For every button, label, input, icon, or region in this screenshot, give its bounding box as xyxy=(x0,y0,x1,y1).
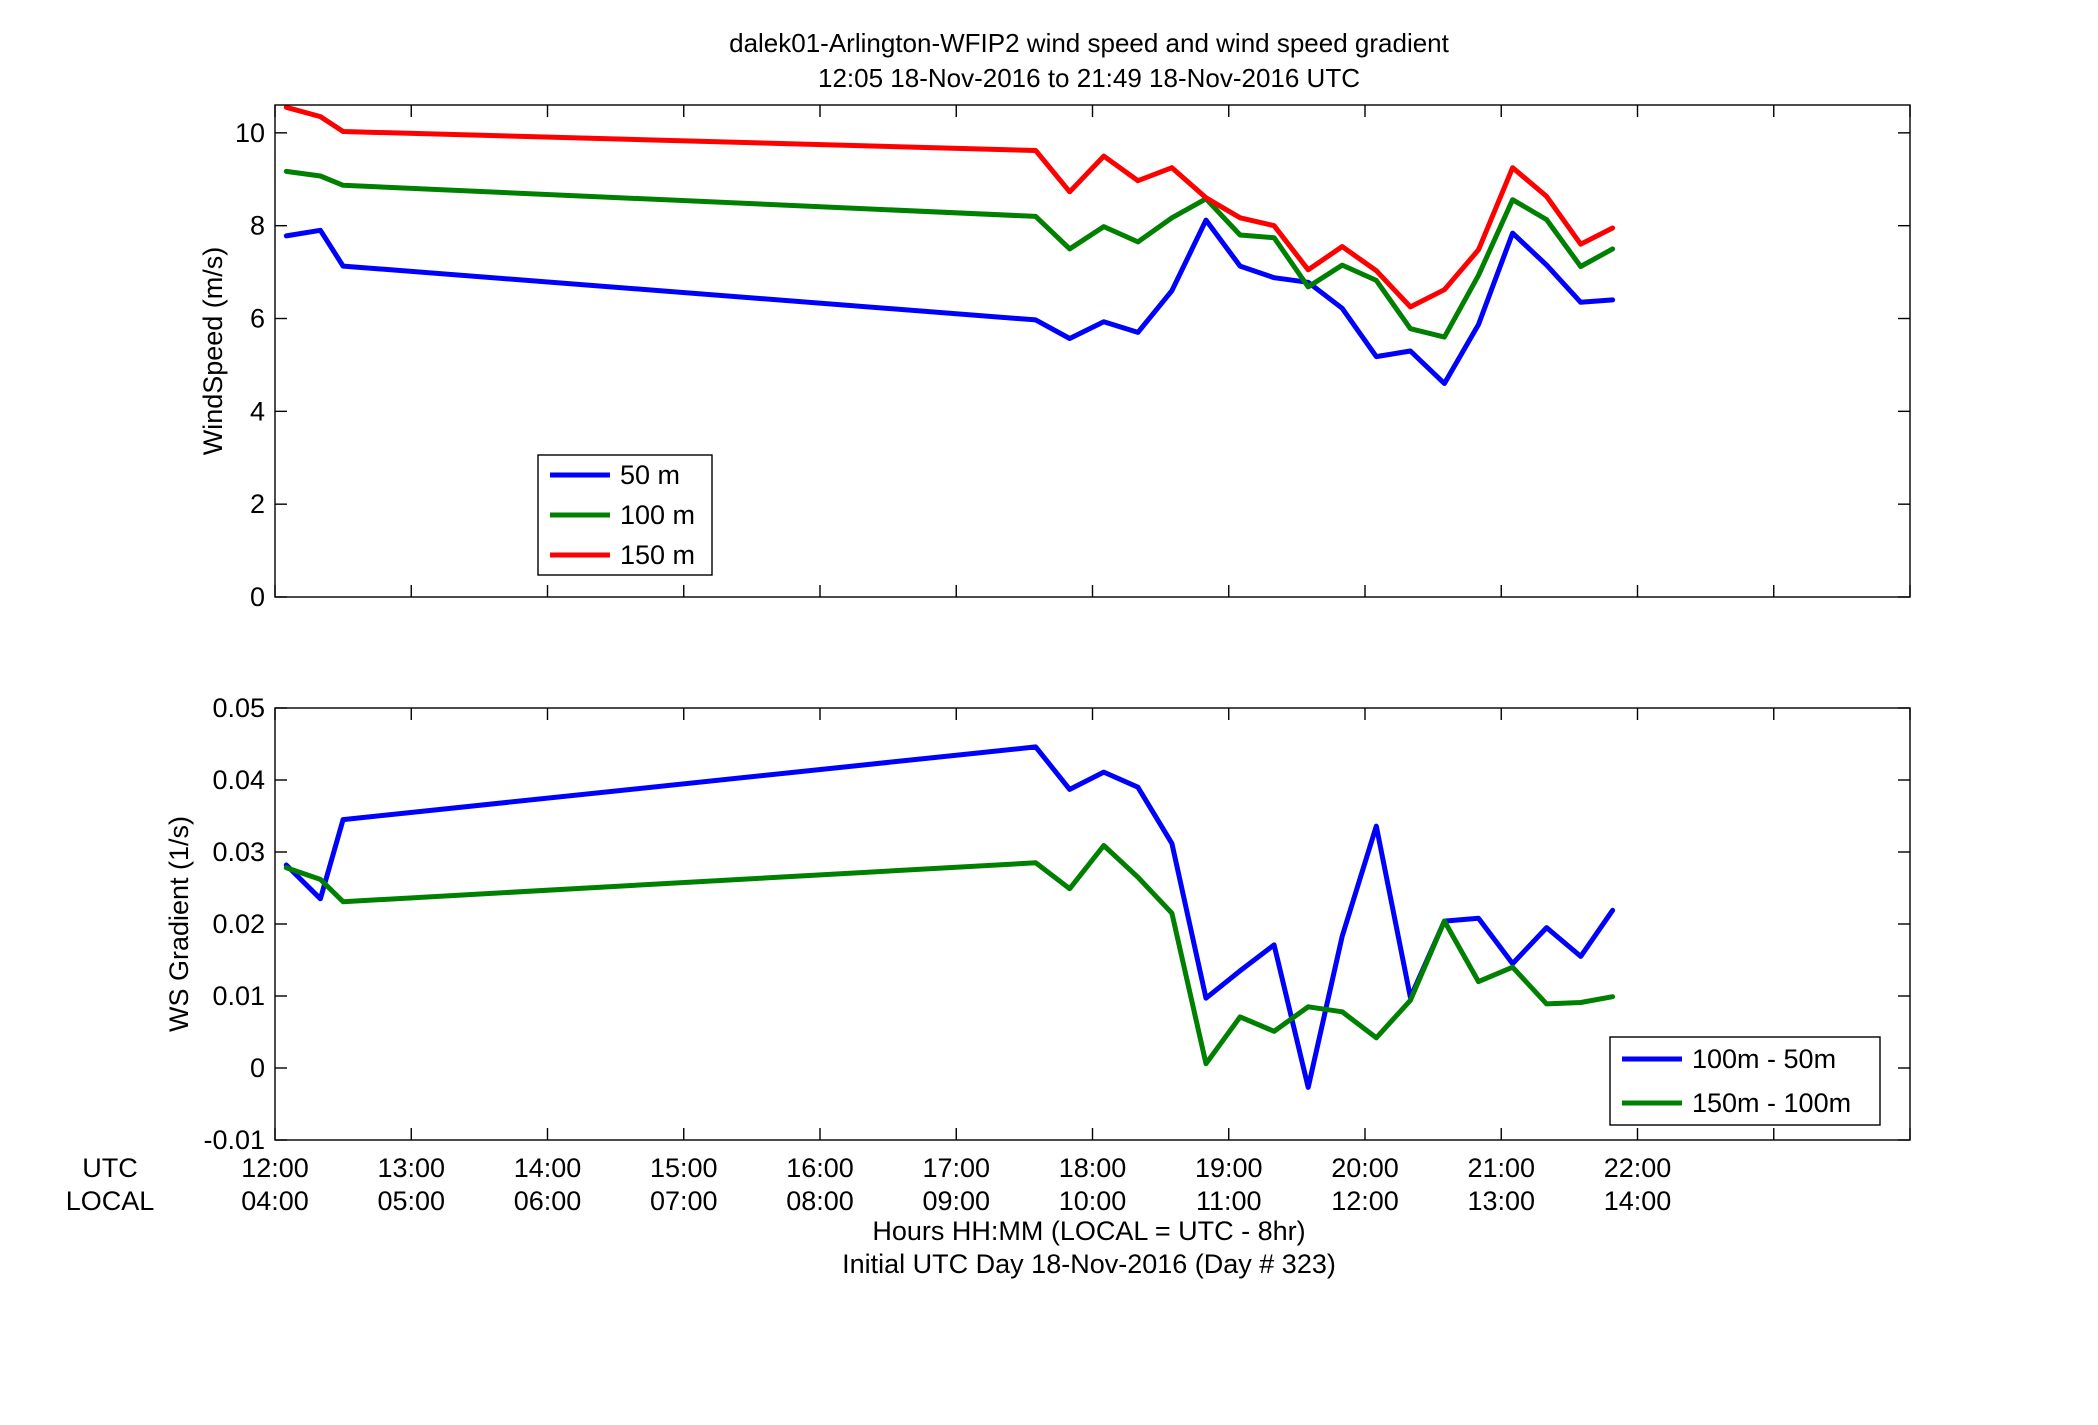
utc-tick-label: 15:00 xyxy=(650,1153,718,1183)
local-tick-label: 10:00 xyxy=(1059,1186,1127,1216)
utc-tick-label: 13:00 xyxy=(377,1153,445,1183)
gradient-legend: 100m - 50m 150m - 100m xyxy=(1609,1036,1881,1126)
windspeed-panel: 0 2 4 6 8 10 WindSpeed (m/s) 50 m 100 m 150 m xyxy=(198,104,1911,612)
x-axis-label: Hours HH:MM (LOCAL = UTC - 8hr) xyxy=(872,1216,1305,1246)
local-tick-label: 08:00 xyxy=(786,1186,854,1216)
utc-tick-label: 19:00 xyxy=(1195,1153,1263,1183)
gradient-series-line-1 xyxy=(283,744,1616,1090)
windspeed-ticks: 0 2 4 6 8 10 xyxy=(235,105,1911,612)
windspeed-series-line-2 xyxy=(283,168,1616,340)
utc-tick-label: 12:00 xyxy=(241,1153,309,1183)
windspeed-ytick-label: 4 xyxy=(250,396,265,426)
utc-tick-label: 20:00 xyxy=(1331,1153,1399,1183)
gradient-ticks: -0.01 0 0.01 0.02 0.03 0.04 0.05 xyxy=(203,693,1911,1155)
gradient-ylabel: WS Gradient (1/s) xyxy=(164,816,194,1032)
windspeed-ylabel: WindSpeed (m/s) xyxy=(198,247,228,456)
local-tick-label: 13:00 xyxy=(1467,1186,1535,1216)
windspeed-series-line-3 xyxy=(283,104,1616,310)
utc-tick-label: 14:00 xyxy=(514,1153,582,1183)
local-tick-label: 11:00 xyxy=(1196,1186,1262,1216)
local-tick-label: 06:00 xyxy=(514,1186,582,1216)
local-tick-label: 04:00 xyxy=(241,1186,309,1216)
windspeed-legend-label: 50 m xyxy=(620,460,680,490)
gradient-ytick-label: -0.01 xyxy=(203,1125,265,1155)
windspeed-legend-label: 150 m xyxy=(620,540,695,570)
windspeed-ytick-label: 8 xyxy=(250,211,265,241)
figure-title: dalek01-Arlington-WFIP2 wind speed and w… xyxy=(729,28,1450,58)
utc-tick-label: 18:00 xyxy=(1059,1153,1127,1183)
local-tick-label: 14:00 xyxy=(1604,1186,1672,1216)
gradient-legend-label: 100m - 50m xyxy=(1692,1044,1836,1074)
x-tick-labels: 12:0004:0013:0005:0014:0006:0015:0007:00… xyxy=(241,1153,1671,1216)
windspeed-ytick-label: 0 xyxy=(250,582,265,612)
figure-subtitle: 12:05 18-Nov-2016 to 21:49 18-Nov-2016 U… xyxy=(818,63,1360,93)
gradient-ytick-label: 0 xyxy=(250,1053,265,1083)
gradient-legend-label: 150m - 100m xyxy=(1692,1088,1851,1118)
gradient-ytick-label: 0.02 xyxy=(212,909,265,939)
utc-tick-label: 21:00 xyxy=(1467,1153,1535,1183)
gradient-series-line-2 xyxy=(283,843,1616,1067)
windspeed-ytick-label: 6 xyxy=(250,304,265,334)
utc-tick-label: 16:00 xyxy=(786,1153,854,1183)
utc-row-label: UTC xyxy=(82,1153,138,1183)
windspeed-series-line-1 xyxy=(283,217,1616,386)
local-tick-label: 05:00 xyxy=(377,1186,445,1216)
local-tick-label: 07:00 xyxy=(650,1186,718,1216)
gradient-ytick-label: 0.03 xyxy=(212,837,265,867)
windspeed-axes-frame xyxy=(274,104,1911,598)
utc-tick-label: 22:00 xyxy=(1604,1153,1672,1183)
gradient-ytick-label: 0.05 xyxy=(212,693,265,723)
gradient-axes-frame xyxy=(274,707,1911,1141)
gradient-ytick-label: 0.04 xyxy=(212,765,265,795)
gradient-series-group xyxy=(283,744,1616,1090)
windspeed-legend: 50 m 100 m 150 m xyxy=(537,454,713,576)
local-row-label: LOCAL xyxy=(66,1186,155,1216)
local-tick-label: 12:00 xyxy=(1331,1186,1399,1216)
x-axis-sublabel: Initial UTC Day 18-Nov-2016 (Day # 323) xyxy=(842,1249,1336,1279)
utc-tick-label: 17:00 xyxy=(922,1153,990,1183)
windspeed-ytick-label: 10 xyxy=(235,118,265,148)
gradient-panel: -0.01 0 0.01 0.02 0.03 0.04 0.05 WS Gradient (… xyxy=(164,693,1911,1155)
local-tick-label: 09:00 xyxy=(922,1186,990,1216)
windspeed-series-group xyxy=(283,104,1616,386)
gradient-ytick-label: 0.01 xyxy=(212,981,265,1011)
windspeed-ytick-label: 2 xyxy=(250,489,265,519)
windspeed-legend-label: 100 m xyxy=(620,500,695,530)
gradient-legend-box xyxy=(1609,1036,1881,1126)
